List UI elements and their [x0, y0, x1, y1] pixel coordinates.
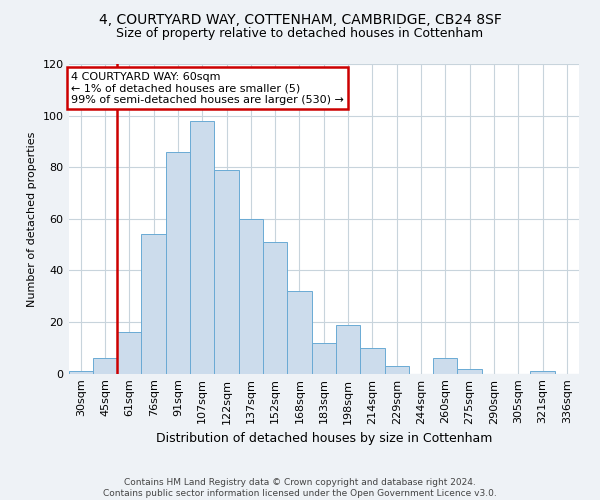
Bar	[239, 219, 263, 374]
Bar	[287, 291, 311, 374]
Bar	[336, 324, 360, 374]
Text: Size of property relative to detached houses in Cottenham: Size of property relative to detached ho…	[116, 28, 484, 40]
X-axis label: Distribution of detached houses by size in Cottenham: Distribution of detached houses by size …	[155, 432, 492, 445]
Bar	[93, 358, 117, 374]
Bar	[385, 366, 409, 374]
Text: Contains HM Land Registry data © Crown copyright and database right 2024.
Contai: Contains HM Land Registry data © Crown c…	[103, 478, 497, 498]
Bar	[263, 242, 287, 374]
Bar	[530, 371, 554, 374]
Bar	[360, 348, 385, 374]
Bar	[457, 368, 482, 374]
Bar	[166, 152, 190, 374]
Bar	[214, 170, 239, 374]
Bar	[142, 234, 166, 374]
Bar	[433, 358, 457, 374]
Bar	[68, 371, 93, 374]
Text: 4 COURTYARD WAY: 60sqm
← 1% of detached houses are smaller (5)
99% of semi-detac: 4 COURTYARD WAY: 60sqm ← 1% of detached …	[71, 72, 344, 105]
Y-axis label: Number of detached properties: Number of detached properties	[27, 131, 37, 306]
Bar	[117, 332, 142, 374]
Bar	[311, 342, 336, 374]
Bar	[190, 121, 214, 374]
Text: 4, COURTYARD WAY, COTTENHAM, CAMBRIDGE, CB24 8SF: 4, COURTYARD WAY, COTTENHAM, CAMBRIDGE, …	[98, 12, 502, 26]
